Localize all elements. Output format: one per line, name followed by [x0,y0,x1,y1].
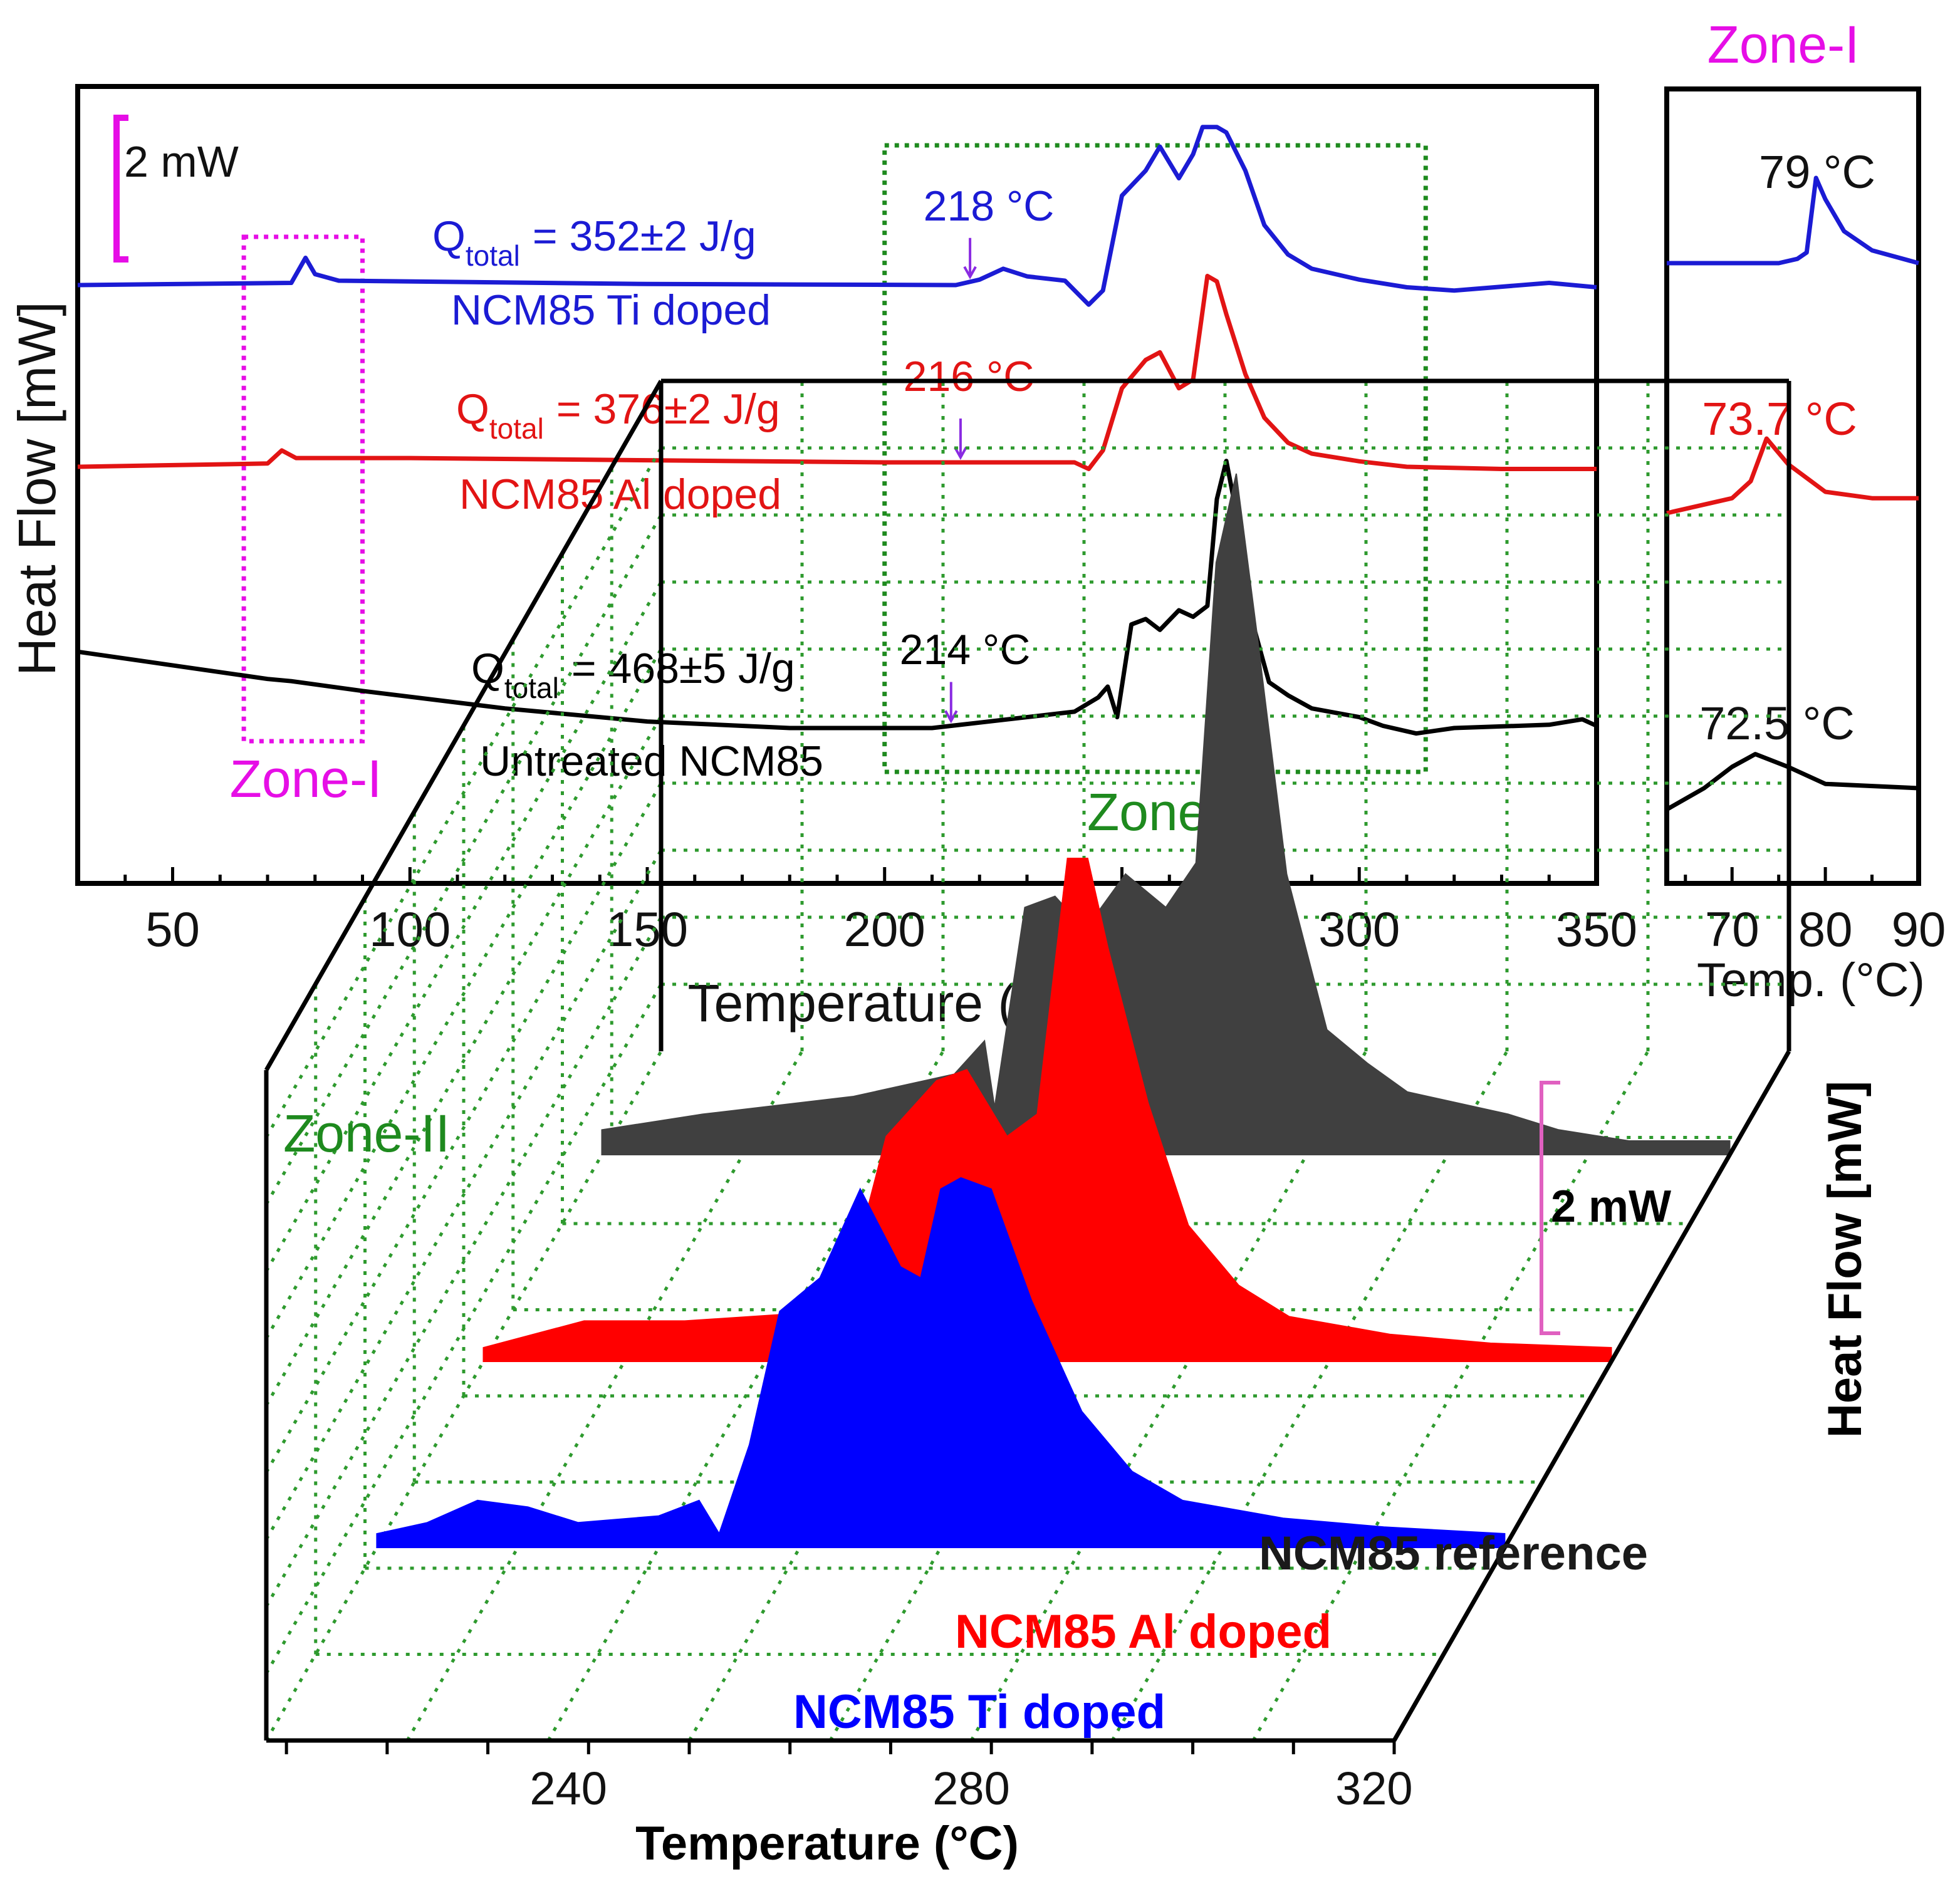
zone1-inset-panel: Zone-I 70 80 90 79 °C 73.7 °C 72.5 °C Temp. … [1664,15,1946,1007]
series-name-ti: NCM85 Ti doped [451,286,771,334]
zone2-box [882,143,1428,774]
3d-z-axis-title: Heat Flow [mW] [1818,1081,1872,1438]
trace-ti [77,125,1597,307]
3d-x-ticks: 240 280 320 [284,1740,1413,1814]
grid-left-horizontal [264,849,663,1541]
3d-series-label-ti: NCM85 Ti doped [793,1685,1165,1739]
3d-x-axis-title: Temperature (°C) [635,1817,1019,1870]
inset-x-axis-title: Temp. (°C) [1697,954,1925,1007]
main-traces [77,125,1598,736]
grid-left-horizontal [264,782,663,1474]
grid-floor-depth [969,1050,1368,1742]
inset-plot-frame [1664,86,1921,886]
area-al [482,858,1612,1362]
box-right-floor [1392,1050,1791,1742]
main-y-axis-title: Heat Flow [mW] [8,301,66,675]
grid-floor-depth [1251,1050,1650,1742]
main-x-tick-label: 50 [145,902,200,957]
inset-peak-label-al: 73.7 °C [1702,393,1857,445]
zone1-box [241,234,365,744]
inset-trace-ti [1667,175,1919,266]
area-ti [376,1177,1506,1548]
inset-x-tick-label: 70 [1705,902,1759,957]
3d-series-labels: NCM85 reference NCM85 Al doped NCM85 Ti do… [793,1527,1648,1739]
onset-label-ti: 218 °C [924,182,1055,230]
3d-x-tick-label: 280 [932,1762,1009,1814]
grid-left-horizontal [264,715,663,1407]
inset-trace-ref [1665,752,1919,812]
inset-peak-label-ref: 72.5 °C [1699,697,1855,749]
main-x-tick-label: 100 [369,902,451,957]
main-x-tick-label: 300 [1318,902,1400,957]
grid-left-horizontal [264,916,663,1608]
q-total-ti: Qtotal = 352±2 J/g [432,212,756,272]
main-scale-bar-label: 2 mW [124,137,239,186]
inset-x-tick-label: 80 [1798,902,1853,957]
grid-left-horizontal [264,447,663,1138]
box-left-top [264,380,664,1071]
3d-title: Zone-II [283,1104,450,1163]
inset-traces: 79 °C 73.7 °C 72.5 °C [1665,146,1919,812]
3d-x-tick-label: 240 [529,1762,607,1814]
trace-ref [77,459,1598,736]
trace-al [77,274,1597,471]
grid-left-horizontal [264,983,663,1675]
3d-box [264,378,1791,1743]
area-ref [601,473,1731,1155]
3d-series-label-ref: NCM85 reference [1259,1527,1648,1580]
3d-scale-bar-label: 2 mW [1551,1182,1671,1232]
main-x-ticks: 50100150200250300350 [76,867,1637,957]
3d-x-tick-label: 320 [1335,1762,1412,1814]
main-x-tick-label: 350 [1556,902,1637,957]
inset-trace-al [1666,436,1919,516]
3d-areas [376,473,1731,1548]
3d-scale-bar [1540,1081,1560,1335]
onset-label-al: 216 °C [904,353,1035,400]
onset-arrowhead-ti [963,266,977,279]
q-total-al: Qtotal = 376±2 J/g [456,385,780,445]
inset-peak-label-ti: 79 °C [1759,146,1875,198]
main-x-tick-label: 150 [607,902,688,957]
main-x-tick-label: 200 [844,902,925,957]
main-scale-bar [113,115,128,263]
series-name-ref: Untreated NCM85 [480,737,823,785]
grid-left-horizontal [264,648,663,1340]
inset-x-tick-label: 90 [1892,902,1946,957]
inset-title: Zone-I [1707,15,1860,74]
grid-left-horizontal [264,514,663,1205]
series-name-al: NCM85 Al doped [459,471,781,518]
grid-left-horizontal [264,581,663,1272]
grid-floor-depth [405,1050,804,1742]
zone1-label: Zone-I [230,749,382,808]
q-total-ref: Qtotal = 468±5 J/g [471,645,795,704]
onset-arrowhead-ref [944,710,958,724]
main-annotations: Qtotal = 352±2 J/g NCM85 Ti doped 218 °C Qto… [432,182,1054,785]
3d-series-label-al: NCM85 Al doped [955,1605,1332,1658]
onset-arrowhead-al [954,447,967,460]
inset-x-ticks: 70 80 90 [1684,867,1946,957]
